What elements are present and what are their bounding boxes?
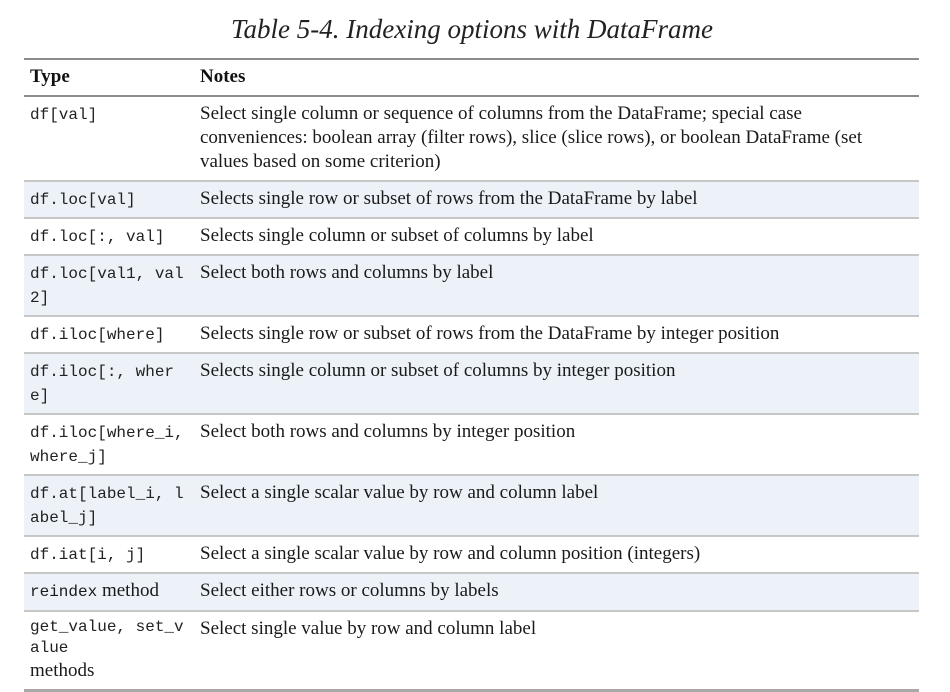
table-row: df.loc[val1, val2] Select both rows and …: [24, 255, 919, 316]
table-row: df.loc[val] Selects single row or subset…: [24, 181, 919, 218]
type-cell: df.loc[val1, val2]: [24, 255, 194, 316]
table-row: df.iloc[:, where] Selects single column …: [24, 353, 919, 414]
table-row: df.at[label_i, label_j] Select a single …: [24, 475, 919, 536]
type-code: df[val]: [30, 106, 98, 124]
table-row: reindex method Select either rows or col…: [24, 573, 919, 611]
type-code: df.loc[val1, val2]: [30, 265, 184, 307]
type-cell: df[val]: [24, 96, 194, 181]
type-code: df.iloc[where]: [30, 326, 165, 344]
notes-cell: Selects single row or subset of rows fro…: [200, 188, 698, 209]
table-row: df.loc[:, val] Selects single column or …: [24, 218, 919, 255]
notes-cell: Select both rows and columns by integer …: [200, 421, 576, 442]
notes-cell: Selects single column or subset of colum…: [200, 360, 676, 381]
column-header-notes: Notes: [200, 66, 246, 87]
notes-cell: Select single value by row and column la…: [200, 618, 537, 639]
type-cell: reindex method: [24, 573, 194, 611]
type-cell: df.iloc[:, where]: [24, 353, 194, 414]
table-caption: Table 5-4. Indexing options with DataFra…: [231, 14, 713, 44]
notes-cell: Selects single row or subset of rows fro…: [200, 323, 780, 344]
indexing-options-table: Type Notes df[val] Select single column …: [24, 58, 919, 692]
table-row: df.iloc[where] Selects single row or sub…: [24, 316, 919, 353]
type-cell: df.iloc[where]: [24, 316, 194, 353]
type-cell: df.iloc[where_i, where_j]: [24, 414, 194, 475]
table-header-row: Type Notes: [24, 59, 919, 96]
column-header-type: Type: [30, 66, 70, 87]
notes-cell: Select both rows and columns by label: [200, 262, 494, 283]
type-code: df.iat[i, j]: [30, 546, 146, 564]
type-suffix: method: [97, 580, 159, 601]
type-cell: df.iat[i, j]: [24, 536, 194, 573]
type-code: reindex: [30, 583, 98, 601]
table-row: df[val] Select single column or sequence…: [24, 96, 919, 181]
table-row: df.iloc[where_i, where_j] Select both ro…: [24, 414, 919, 475]
table-row: df.iat[i, j] Select a single scalar valu…: [24, 536, 919, 573]
notes-cell: Select single column or sequence of colu…: [200, 103, 863, 172]
type-code: df.at[label_i, label_j]: [30, 485, 184, 527]
notes-cell: Select a single scalar value by row and …: [200, 543, 701, 564]
type-code: df.loc[val]: [30, 191, 136, 209]
type-code: df.iloc[:, where]: [30, 363, 175, 405]
type-cell: df.at[label_i, label_j]: [24, 475, 194, 536]
notes-cell: Select either rows or columns by labels: [200, 580, 499, 601]
type-code: df.iloc[where_i, where_j]: [30, 424, 184, 466]
notes-cell: Selects single column or subset of colum…: [200, 225, 594, 246]
type-suffix: methods: [30, 660, 95, 681]
notes-cell: Select a single scalar value by row and …: [200, 482, 599, 503]
type-code: df.loc[:, val]: [30, 228, 165, 246]
type-cell: df.loc[val]: [24, 181, 194, 218]
type-code: get_value, set_value: [30, 618, 184, 657]
type-cell: df.loc[:, val]: [24, 218, 194, 255]
